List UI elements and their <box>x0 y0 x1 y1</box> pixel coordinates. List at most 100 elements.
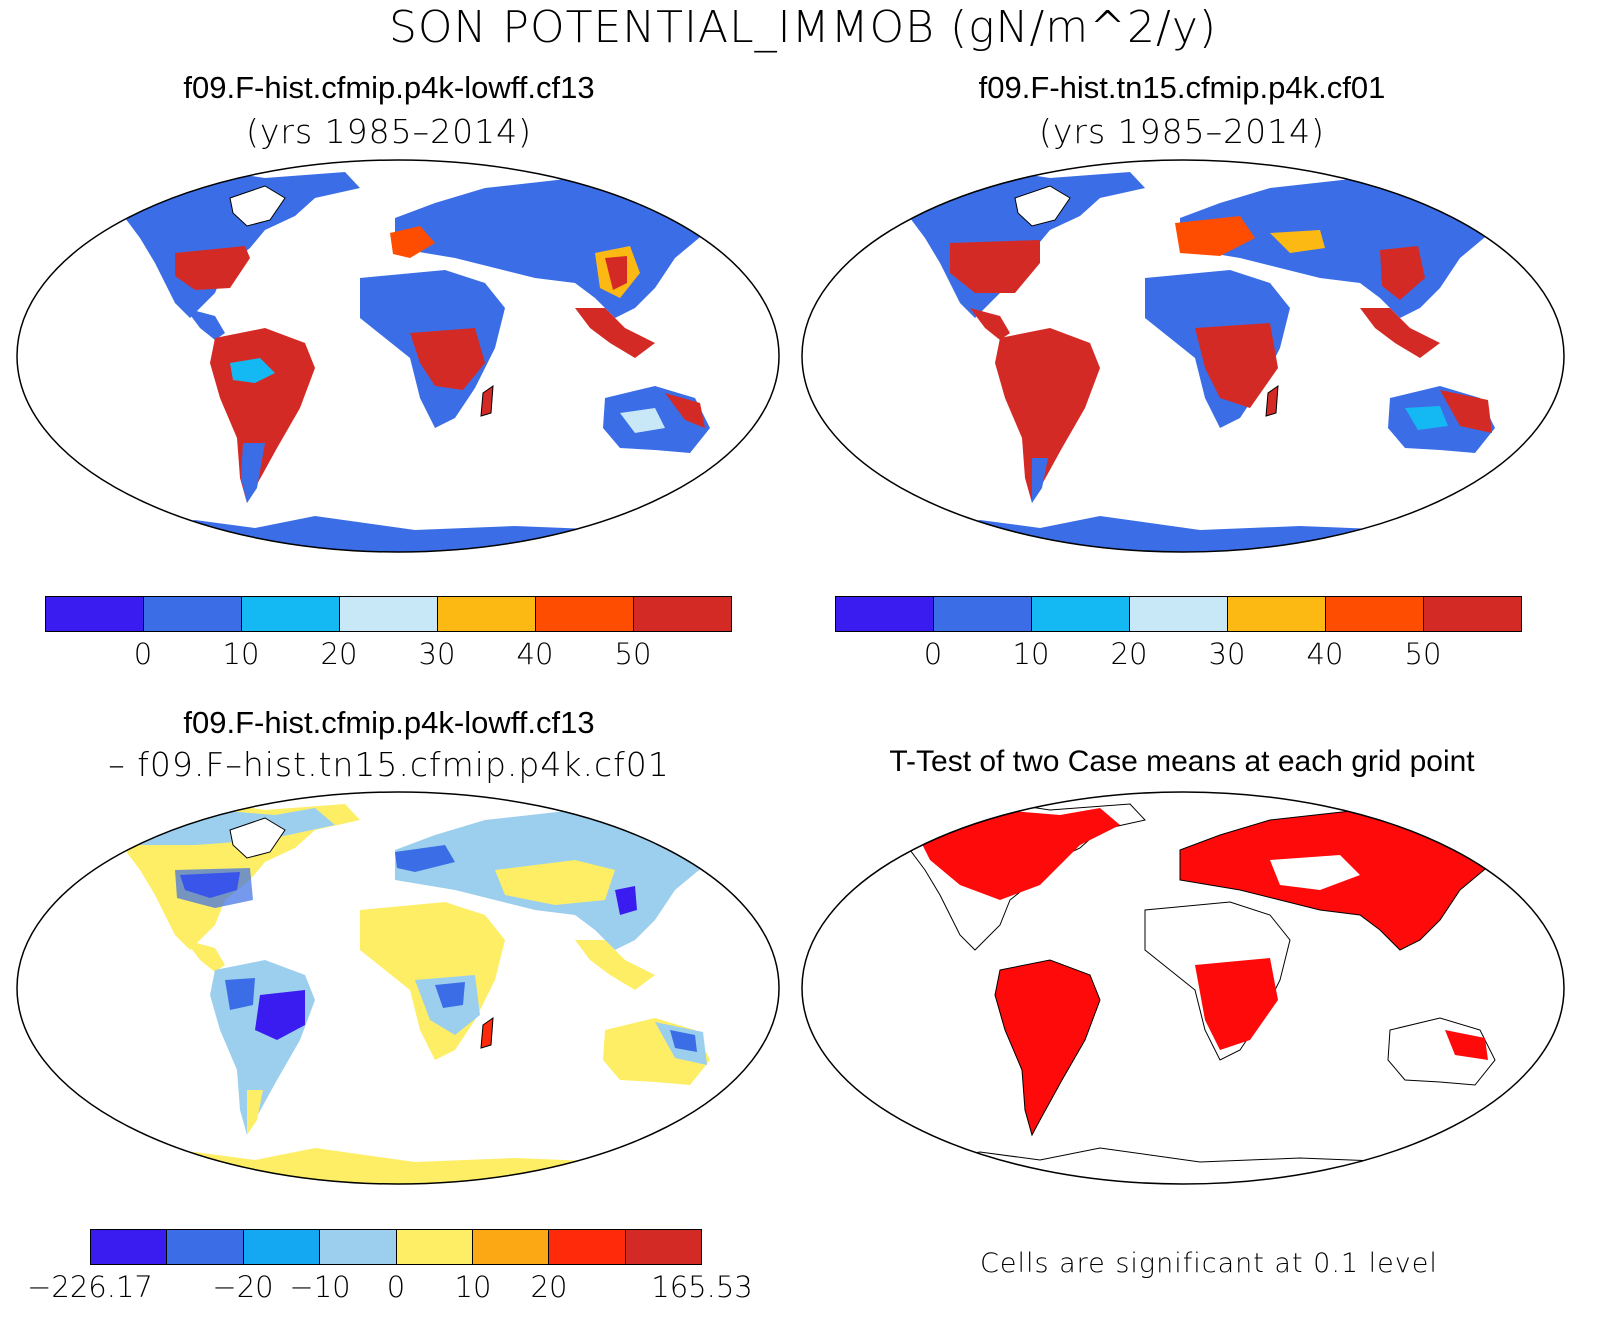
colorbar-tick-label: 50 <box>614 637 652 671</box>
colorbar-tick-label: −20 <box>212 1270 274 1304</box>
central-america-land <box>970 308 1010 340</box>
colorbar-segment <box>242 597 340 631</box>
colorbar-tick-label: 10 <box>454 1270 492 1304</box>
africa-negative <box>435 982 465 1008</box>
colorbar-tick-label: 0 <box>386 1270 406 1304</box>
colorbar-segment <box>340 597 438 631</box>
colorbar-tick-label: 50 <box>1404 637 1442 671</box>
colorbar-tick-label: 10 <box>222 637 260 671</box>
panel-case2-years: (yrs 1985–2014) <box>1039 112 1325 151</box>
figure-title: SON POTENTIAL_IMMOB (gN/m^2/y) <box>388 2 1218 53</box>
colorbar-segment <box>1032 597 1130 631</box>
greenland <box>1014 185 1071 227</box>
colorbar-segment <box>536 597 634 631</box>
panel-case1-years: (yrs 1985–2014) <box>246 112 532 151</box>
panel-case2-map <box>800 158 1566 554</box>
panel-case1-colorbar <box>45 596 732 632</box>
africa-hot <box>410 328 485 390</box>
usa-negative-edge <box>175 868 253 908</box>
africa-significant <box>1195 958 1278 1050</box>
panel-case2-title: f09.F-hist.tn15.cfmip.p4k.cf01 <box>978 70 1386 105</box>
greenland <box>229 185 286 227</box>
europe-negative <box>395 845 455 872</box>
panel-case1-title: f09.F-hist.cfmip.p4k-lowff.cf13 <box>183 70 595 105</box>
colorbar-tick-label: 40 <box>1306 637 1344 671</box>
colorbar-tick-label: −10 <box>289 1270 351 1304</box>
colorbar-segment <box>472 1230 550 1264</box>
colorbar-segment <box>1228 597 1326 631</box>
colorbar-segment <box>634 597 731 631</box>
south-america-outline <box>994 959 1101 1137</box>
usa-high-region <box>950 240 1040 293</box>
greenland <box>229 817 286 859</box>
colorbar-tick-label: 165.53 <box>651 1270 753 1304</box>
panel-diff-map <box>15 790 781 1186</box>
south-america-south <box>241 443 265 503</box>
panel-case1-map <box>15 158 781 554</box>
panel-diff-title: f09.F-hist.cfmip.p4k-lowff.cf13 <box>183 705 595 740</box>
colorbar-tick-label: 40 <box>516 637 554 671</box>
colorbar-segment <box>438 597 536 631</box>
colorbar-tick-label: 20 <box>320 637 358 671</box>
se-asia-land <box>1360 308 1440 358</box>
central-asia-warm <box>1270 230 1325 253</box>
africa-hot <box>1195 323 1278 408</box>
panel-ttest-title: T-Test of two Case means at each grid po… <box>889 745 1475 778</box>
europe-warm <box>390 226 435 258</box>
europe-warm <box>1175 216 1255 256</box>
colorbar-segment <box>396 1230 473 1264</box>
colorbar-segment <box>1326 597 1424 631</box>
east-asia-hot <box>605 256 627 290</box>
north-america-land <box>110 172 360 318</box>
madagascar <box>1265 384 1279 417</box>
north-america-significant <box>910 808 1120 900</box>
east-asia-hot <box>1380 246 1425 300</box>
south-america-land <box>995 328 1100 503</box>
australia-east <box>1440 390 1492 433</box>
diff-map-svg <box>16 791 780 1185</box>
south-america-negative <box>255 990 305 1040</box>
colorbar-segment <box>320 1230 397 1264</box>
colorbar-segment <box>1130 597 1228 631</box>
south-america-south <box>247 1090 263 1135</box>
colorbar-segment <box>243 1230 321 1264</box>
colorbar-segment <box>91 1230 168 1264</box>
colorbar-segment <box>934 597 1032 631</box>
asia-not-significant <box>1270 855 1360 890</box>
south-america-south <box>1032 458 1048 503</box>
east-asia-negative <box>615 886 637 915</box>
central-america-land <box>185 940 225 972</box>
colorbar-tick-label: 10 <box>1012 637 1050 671</box>
case1-map-svg <box>16 159 780 553</box>
australia-significant <box>1445 1030 1488 1060</box>
colorbar-tick-label: −226.17 <box>27 1270 153 1304</box>
colorbar-segment <box>836 597 934 631</box>
asia-yellow <box>495 860 615 905</box>
colorbar-tick-label: 0 <box>133 637 153 671</box>
madagascar <box>480 384 494 417</box>
australia-neg <box>670 1030 697 1052</box>
colorbar-segment <box>46 597 144 631</box>
eurasia-land <box>1180 178 1500 318</box>
colorbar-tick-label: 30 <box>418 637 456 671</box>
colorbar-segment <box>549 1230 626 1264</box>
colorbar-segment <box>144 597 242 631</box>
australia-inland <box>620 408 665 433</box>
colorbar-tick-label: 20 <box>530 1270 568 1304</box>
significance-note: Cells are significant at 0.1 level <box>980 1248 1438 1279</box>
australia-inland <box>1405 406 1448 430</box>
se-asia-land <box>575 940 655 990</box>
panel-ttest-map <box>800 790 1566 1186</box>
colorbar-segment <box>167 1230 244 1264</box>
panel-diff-subtitle: – f09.F–hist.tn15.cfmip.p4k.cf01 <box>108 745 670 784</box>
se-asia-land <box>575 308 655 358</box>
case2-map-svg <box>801 159 1565 553</box>
central-america-land <box>185 308 225 340</box>
south-america-west-neg <box>225 978 255 1010</box>
colorbar-segment <box>1424 597 1521 631</box>
amazon-patch <box>230 358 275 383</box>
colorbar-tick-label: 0 <box>923 637 943 671</box>
colorbar-tick-label: 30 <box>1208 637 1246 671</box>
eurasia-land <box>395 178 715 318</box>
usa-high-region <box>175 246 250 290</box>
